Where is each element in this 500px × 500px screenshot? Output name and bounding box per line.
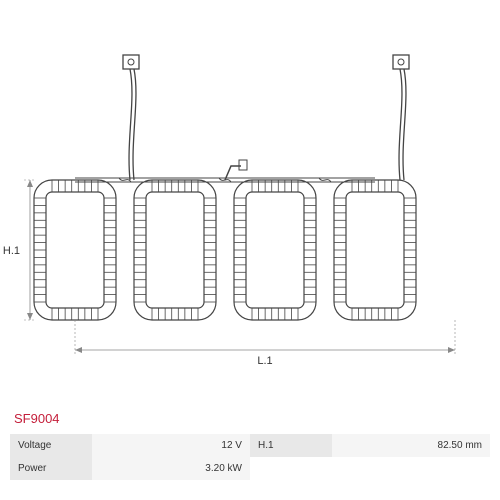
svg-text:L.1: L.1 — [257, 355, 272, 367]
table-row: Voltage 12 V H.1 82.50 mm — [10, 434, 490, 457]
spec-label — [250, 457, 332, 480]
spec-label: Voltage — [10, 434, 92, 457]
part-number: SF9004 — [10, 411, 490, 426]
spec-value: 82.50 mm — [332, 434, 490, 457]
svg-text:H.1: H.1 — [3, 245, 20, 257]
spec-value: 12 V — [92, 434, 250, 457]
spec-table: Voltage 12 V H.1 82.50 mm Power 3.20 kW — [10, 434, 490, 480]
specification-block: SF9004 Voltage 12 V H.1 82.50 mm Power 3… — [10, 411, 490, 480]
spec-label: H.1 — [250, 434, 332, 457]
technical-diagram: H.1 L.1 — [0, 0, 500, 380]
table-row: Power 3.20 kW — [10, 457, 490, 480]
coil-diagram-svg: H.1 L.1 — [0, 0, 500, 380]
spec-value: 3.20 kW — [92, 457, 250, 480]
spec-value — [332, 457, 490, 480]
spec-label: Power — [10, 457, 92, 480]
